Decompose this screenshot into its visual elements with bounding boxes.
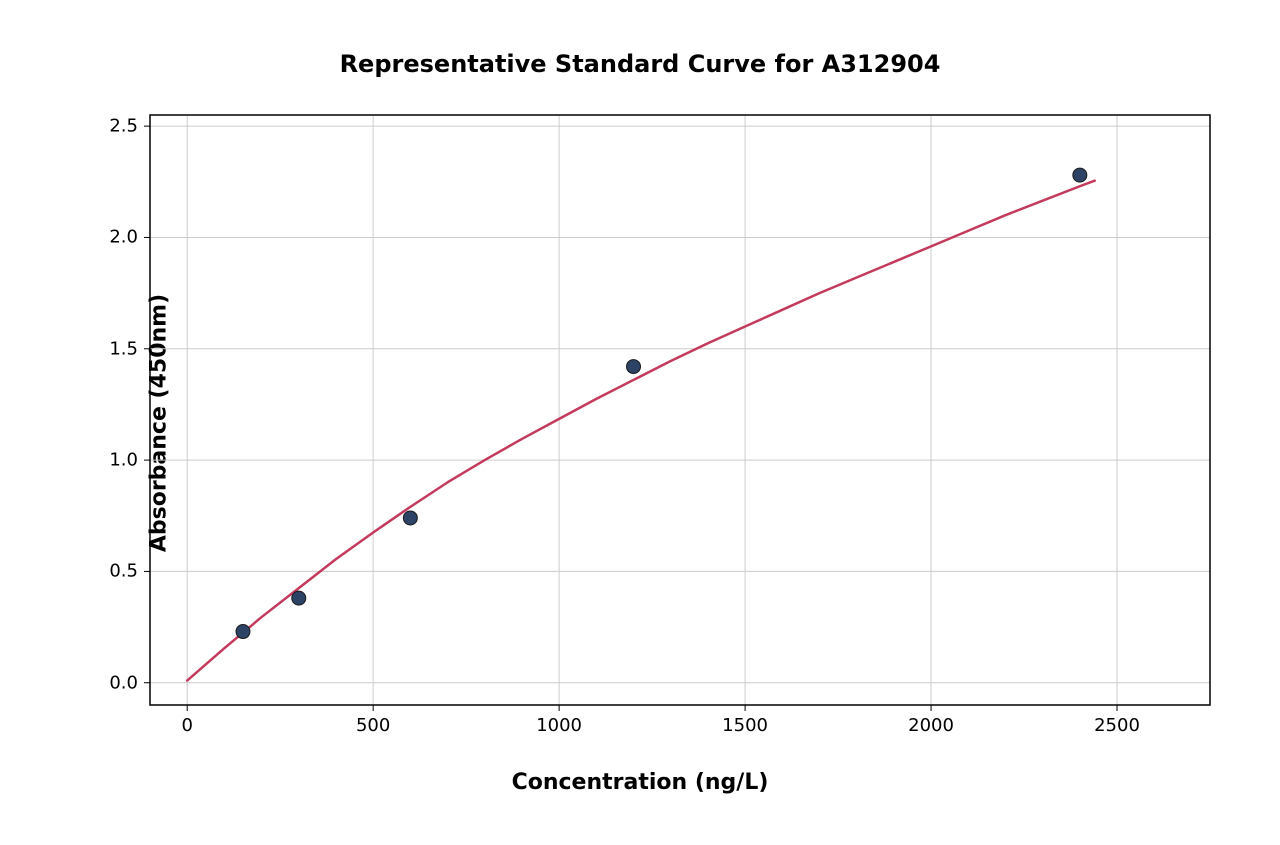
y-tick-label: 1.0 — [109, 450, 138, 471]
chart-container: Representative Standard Curve for A31290… — [0, 0, 1280, 845]
x-tick-label: 0 — [181, 715, 192, 736]
x-tick-label: 1500 — [722, 715, 768, 736]
y-tick-label: 0.0 — [109, 672, 138, 693]
y-tick-label: 0.5 — [109, 561, 138, 582]
y-tick-label: 2.5 — [109, 116, 138, 137]
y-tick-label: 1.5 — [109, 338, 138, 359]
x-tick-label: 1000 — [536, 715, 582, 736]
x-tick-label: 2500 — [1094, 715, 1140, 736]
x-tick-label: 500 — [356, 715, 390, 736]
x-tick-label: 2000 — [908, 715, 954, 736]
y-tick-label: 2.0 — [109, 227, 138, 248]
